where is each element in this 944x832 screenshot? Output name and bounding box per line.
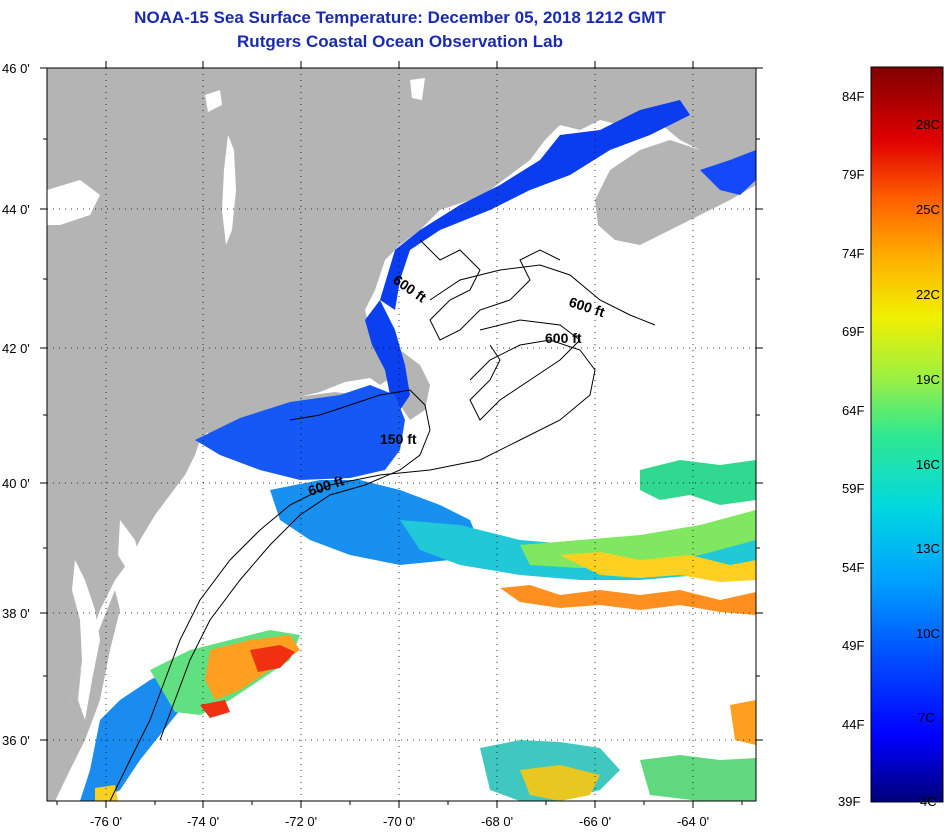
sst-southeast-patch-2 xyxy=(520,765,600,801)
lat-label-42: 42 0' xyxy=(2,341,30,356)
lon-label-72: -72 0' xyxy=(285,814,317,829)
colorbar-f-44: 44F xyxy=(842,717,864,732)
us-mainland xyxy=(47,68,756,740)
chesapeake-bay xyxy=(72,560,100,720)
lon-label-66: -66 0' xyxy=(579,814,611,829)
graticule xyxy=(47,68,756,801)
colorbar-f-39: 39F xyxy=(838,794,860,809)
colorbar-c-10: 10C xyxy=(916,626,940,641)
lake-ontario xyxy=(47,180,100,225)
colorbar-c-7: 7C xyxy=(918,710,935,725)
colorbar-c-16: 16C xyxy=(916,457,940,472)
lake-white-1 xyxy=(205,90,222,112)
lat-label-44: 44 0' xyxy=(2,202,30,217)
contour-150ft xyxy=(159,389,431,741)
contour-gulf-of-maine xyxy=(419,239,561,341)
colorbar-f-84: 84F xyxy=(842,89,864,104)
colorbar-f-64: 64F xyxy=(842,403,864,418)
lat-label-36: 36 0' xyxy=(2,733,30,748)
axis-ticks xyxy=(40,61,763,808)
colorbar-c-22: 22C xyxy=(916,287,940,302)
colorbar-c-19: 19C xyxy=(916,372,940,387)
colorbar-c-4: 4C xyxy=(920,794,937,809)
lon-label-70: -70 0' xyxy=(383,814,415,829)
sst-southeast-patch-4 xyxy=(730,700,756,745)
sst-cape-cod-waters xyxy=(365,300,410,410)
lon-label-74: -74 0' xyxy=(187,814,219,829)
sst-new-york-bight xyxy=(195,385,405,480)
colorbar-f-59: 59F xyxy=(842,481,864,496)
sst-nova-scotia-shelf xyxy=(700,150,756,195)
lat-label-40: 40 0' xyxy=(2,476,30,491)
colorbar-f-49: 49F xyxy=(842,638,864,653)
sst-scattered-east xyxy=(640,460,756,505)
lake-champlain xyxy=(222,135,236,245)
lon-label-76: -76 0' xyxy=(90,814,122,829)
sst-southeast-patch-3 xyxy=(640,755,756,801)
sst-gulf-stream-warm-2 xyxy=(560,552,756,582)
map-border xyxy=(46,67,757,802)
colorbar-c-28: 28C xyxy=(916,117,940,132)
lon-label-68: -68 0' xyxy=(481,814,513,829)
colorbar-f-69: 69F xyxy=(842,324,864,339)
colorbar-f-54: 54F xyxy=(842,560,864,575)
delaware-bay xyxy=(118,520,140,575)
contour-label-600ft-3: 600 ft xyxy=(545,330,582,346)
contour-600ft-shelf-break xyxy=(109,339,596,801)
colorbar-f-74: 74F xyxy=(842,246,864,261)
colorbar-c-13: 13C xyxy=(916,541,940,556)
sst-gulf-of-maine xyxy=(380,100,690,310)
map-subtitle: Rutgers Coastal Ocean Observation Lab xyxy=(237,32,563,51)
sst-gulf-stream-band-green xyxy=(520,510,756,568)
colorbar xyxy=(870,66,944,803)
sst-hatteras-hot xyxy=(200,645,295,718)
contour-georges-bank xyxy=(429,264,656,421)
map-title: NOAA-15 Sea Surface Temperature: Decembe… xyxy=(134,8,666,27)
lon-label-64: -64 0' xyxy=(677,814,709,829)
lake-white-2 xyxy=(410,78,425,100)
lat-label-46: 46 0' xyxy=(2,61,30,76)
colorbar-f-79: 79F xyxy=(842,167,864,182)
colorbar-c-25: 25C xyxy=(916,202,940,217)
contour-label-150ft: 150 ft xyxy=(380,431,417,447)
sst-gulf-stream-warm-1 xyxy=(500,585,756,615)
lat-label-38: 38 0' xyxy=(2,606,30,621)
